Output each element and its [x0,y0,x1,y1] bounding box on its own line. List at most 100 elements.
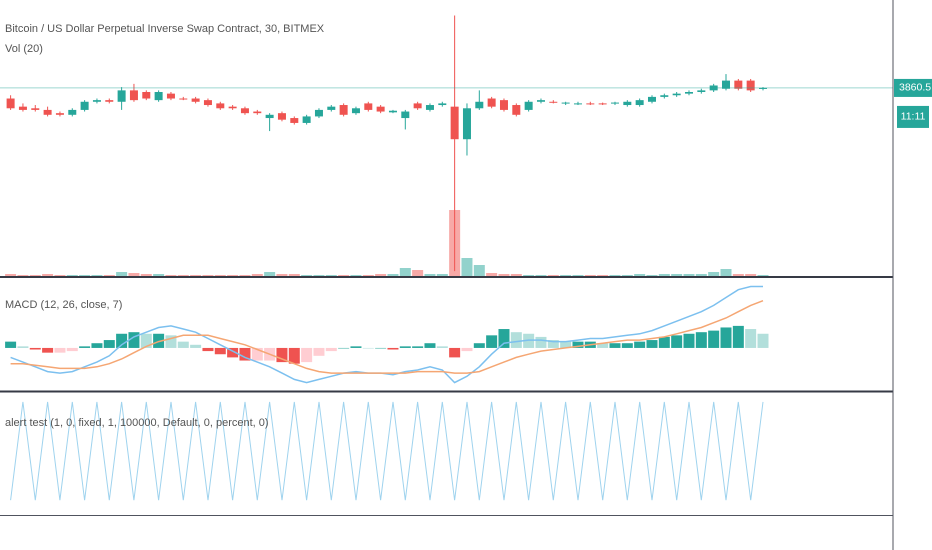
candle-body [561,102,570,104]
histogram-bar [79,346,91,348]
histogram-bar [362,347,374,349]
volume-bar [461,258,473,276]
histogram-bar [350,346,362,348]
candle-body [339,105,348,115]
candle-body [105,100,114,102]
candle-body [734,80,743,89]
volume-bar [128,273,140,276]
volume-bar [66,275,78,276]
histogram-bar [658,336,670,348]
volume-bar [523,275,535,276]
volume-bar [362,275,374,276]
last-price-label: 3860.5 [899,82,931,94]
candle-body [6,98,15,109]
macd-title: MACD (12, 26, close, 7) [5,299,122,311]
volume-bar [54,275,66,276]
volume-bar [165,275,177,276]
volume-bar [671,274,683,276]
histogram-bar [29,347,41,350]
candle-body [351,108,360,114]
histogram-bar [547,340,559,348]
histogram-bar [412,346,424,348]
candle-body [92,100,101,102]
volume-bar [375,274,387,276]
volume-bar [535,275,547,276]
volume-bar [572,275,584,276]
histogram-bar [239,347,251,361]
histogram-bar [436,346,448,348]
volume-bar [214,275,226,276]
candle-body [413,103,422,109]
volume-bar [597,275,609,276]
volume-bar [103,275,115,276]
candle-body [573,103,582,105]
macd-line [10,285,763,384]
histogram-bar [387,347,399,350]
volume-bar [288,274,300,276]
candle-body [302,116,311,123]
histogram-bar [597,343,609,348]
candle-body [549,101,558,103]
candle-body [166,93,175,99]
candle-body [18,106,27,110]
candle-body [327,106,336,110]
histogram-bar [177,341,189,348]
volume-bar [140,274,152,276]
histogram-bar [313,347,325,356]
candle-body [425,105,434,110]
volume-bar [547,275,559,276]
candle-body [586,103,595,105]
histogram-bar [17,346,29,348]
volume-bar [29,275,41,276]
alert-title: alert test (1, 0, fixed, 1, 100000, Defa… [5,417,269,429]
histogram-bar [683,333,695,348]
volume-bar [584,275,596,276]
histogram-bar [720,327,732,348]
histogram-bar [695,332,707,348]
volume-bar [177,275,189,276]
volume-bar [325,275,337,276]
candle-body [154,92,163,101]
candle-body [450,106,459,140]
candle-body [55,113,64,115]
histogram-bar [510,332,522,348]
histogram-bar [732,325,744,348]
volume-bar [190,275,202,276]
marks-layer [0,15,893,501]
volume-bar [473,265,485,276]
candle-body [43,109,52,115]
volume-bar [91,275,103,276]
histogram-bar [288,347,300,364]
histogram-bar [42,347,54,353]
histogram-bar [572,341,584,348]
candle-body [401,111,410,119]
histogram-bar [523,333,535,348]
candle-body [721,80,730,89]
histogram-bar [165,335,177,348]
volume-bar [621,275,633,276]
histogram-bar [325,347,337,352]
last-price-box [894,78,932,97]
volume-bar [486,273,498,276]
histogram-bar [214,347,226,355]
candle-body [240,108,249,114]
candle-body [179,98,188,100]
candle-body [684,92,693,94]
histogram-bar [708,330,720,348]
candle-body [290,118,299,123]
histogram-bar [621,343,633,348]
histogram-bar [276,347,288,363]
histogram-bar [757,333,769,348]
countdown-box [897,105,929,128]
histogram-bar [116,333,128,348]
volume-bar [399,268,411,276]
candle-body [462,108,471,140]
candle-body [647,96,656,102]
volume-title: Vol (20) [5,43,43,55]
candle-body [191,98,200,102]
candle-body [253,111,262,114]
histogram-bar [375,347,387,349]
histogram-bar [745,329,757,348]
volume-bar [646,275,658,276]
